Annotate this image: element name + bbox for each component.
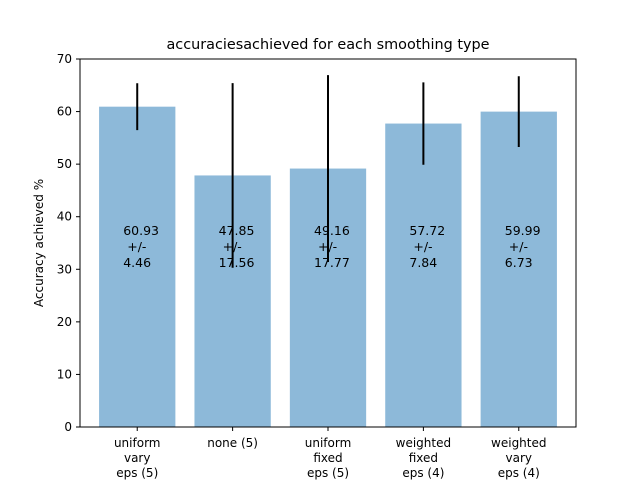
- x-tick-label-2-1: fixed: [313, 451, 342, 465]
- x-tick-label-3-1: fixed: [409, 451, 438, 465]
- error-bars-group: [136, 75, 520, 268]
- y-tick-label-5: 50: [57, 157, 72, 171]
- x-tick-label-2-0: uniform: [305, 436, 352, 450]
- data-label-0-1: +/-: [127, 239, 146, 254]
- y-axis: 0 10 20 30 40 50 60 70: [57, 52, 80, 434]
- x-tick-label-3-2: eps (4): [402, 466, 444, 480]
- x-tick-label-4-0: weighted: [491, 436, 546, 450]
- x-tick-label-2-2: eps (5): [307, 466, 349, 480]
- data-label-4-1: +/-: [509, 239, 528, 254]
- data-label-3-1: +/-: [413, 239, 432, 254]
- x-tick-label-0-0: uniform: [114, 436, 161, 450]
- y-tick-label-1: 10: [57, 367, 72, 381]
- data-label-3-2: 7.84: [409, 255, 437, 270]
- y-tick-label-4: 40: [57, 210, 72, 224]
- data-label-4-0: 59.99: [505, 223, 541, 238]
- y-tick-label-2: 20: [57, 315, 72, 329]
- data-label-2-2: 17.77: [314, 255, 350, 270]
- x-tick-label-1-0: none (5): [207, 436, 258, 450]
- y-tick-label-0: 0: [64, 420, 72, 434]
- data-label-2-1: +/-: [318, 239, 337, 254]
- data-label-0-2: 4.46: [123, 255, 151, 270]
- bar-0: [99, 106, 176, 428]
- x-tick-label-0-2: eps (5): [116, 466, 158, 480]
- data-labels-group: 60.93+/-4.4647.85+/-17.5649.16+/-17.7757…: [123, 223, 540, 270]
- y-tick-label-7: 70: [57, 52, 72, 66]
- chart-title: accuraciesachieved for each smoothing ty…: [166, 37, 489, 53]
- x-tick-label-0-1: vary: [124, 451, 151, 465]
- data-label-1-0: 47.85: [219, 223, 255, 238]
- data-label-1-1: +/-: [223, 239, 242, 254]
- data-label-1-2: 17.56: [219, 255, 255, 270]
- data-label-4-2: 6.73: [505, 255, 533, 270]
- y-tick-label-3: 30: [57, 262, 72, 276]
- y-tick-label-6: 60: [57, 105, 72, 119]
- data-label-0-0: 60.93: [123, 223, 159, 238]
- x-tick-label-4-1: vary: [506, 451, 533, 465]
- y-axis-label: Accuracy achieved %: [32, 179, 46, 307]
- bar-4: [480, 111, 557, 428]
- x-tick-label-4-2: eps (4): [498, 466, 540, 480]
- x-tick-label-3-0: weighted: [396, 436, 451, 450]
- data-label-3-0: 57.72: [409, 223, 445, 238]
- bar-3: [385, 123, 462, 428]
- data-label-2-0: 49.16: [314, 223, 350, 238]
